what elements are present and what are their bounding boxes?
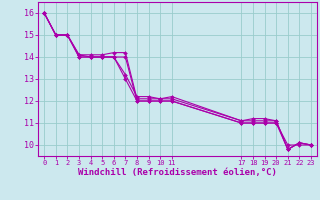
X-axis label: Windchill (Refroidissement éolien,°C): Windchill (Refroidissement éolien,°C) bbox=[78, 168, 277, 177]
